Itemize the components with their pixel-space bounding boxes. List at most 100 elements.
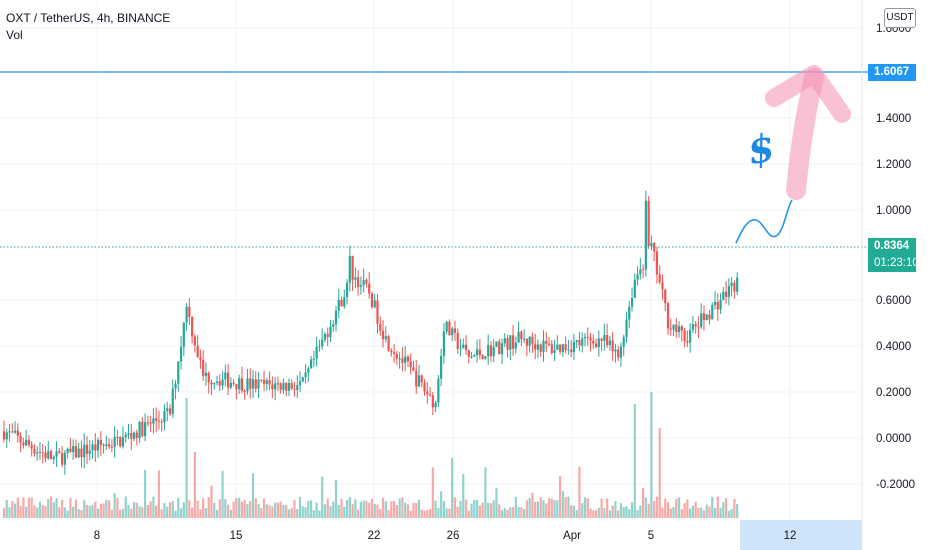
- volume-bar: [553, 500, 556, 518]
- candle-body: [163, 411, 166, 423]
- candle-body: [716, 301, 719, 310]
- volume-bar: [633, 404, 636, 518]
- candle-body: [445, 321, 448, 332]
- candle-body: [61, 453, 64, 465]
- candle-body: [96, 439, 100, 451]
- candle-body: [431, 395, 434, 408]
- volume-bar: [41, 505, 44, 518]
- candle-body: [188, 306, 191, 317]
- candle-body: [298, 381, 302, 386]
- candle-body: [503, 338, 506, 344]
- candle-body: [55, 451, 58, 457]
- candle-body: [509, 335, 512, 350]
- candle-body: [523, 338, 526, 340]
- candle-body: [705, 314, 708, 321]
- candle-body: [528, 336, 531, 346]
- volume-bar: [619, 503, 623, 518]
- candle-body: [44, 452, 47, 459]
- candle-body: [478, 349, 481, 356]
- candle-body: [390, 350, 393, 353]
- volume-indicator-label[interactable]: Vol: [6, 28, 23, 42]
- volume-bar: [47, 499, 50, 518]
- candle-body: [581, 338, 584, 346]
- volume-bar: [227, 504, 230, 518]
- candle-body: [80, 448, 83, 458]
- candle-body: [204, 372, 208, 376]
- volume-bar: [340, 498, 343, 518]
- time-axis: 8 15 22 26 Apr 5 12: [94, 530, 797, 542]
- candle-body: [434, 402, 437, 408]
- volume-bar: [628, 509, 631, 518]
- volume-bar: [630, 502, 634, 518]
- candle-body: [412, 367, 415, 371]
- volume-bar: [354, 499, 357, 518]
- volume-bar: [401, 497, 404, 518]
- candle-body: [182, 322, 185, 347]
- symbol-title[interactable]: OXT / TetherUS, 4h, BINANCE: [6, 11, 171, 25]
- candle-body: [614, 349, 617, 352]
- candle-body: [221, 379, 224, 386]
- volume-bar: [528, 498, 531, 518]
- candle-body: [498, 341, 501, 355]
- volume-bar: [94, 501, 97, 518]
- volume-bar: [672, 506, 675, 518]
- volume-bar: [318, 510, 321, 518]
- candle-body: [25, 439, 28, 446]
- candle-body: [5, 432, 8, 440]
- volume-bar: [398, 498, 401, 518]
- volume-bar: [61, 500, 64, 518]
- candle-body: [633, 279, 636, 298]
- candle-body: [332, 324, 335, 327]
- candle-body: [594, 343, 598, 348]
- volume-bar: [492, 500, 495, 518]
- volume-bar: [381, 497, 385, 518]
- volume-bar: [700, 507, 703, 518]
- volume-bar: [423, 510, 426, 518]
- volume-bar: [393, 500, 396, 518]
- candle-body: [666, 303, 670, 329]
- candle-body: [174, 383, 177, 389]
- volume-bar: [373, 503, 376, 518]
- volume-bar: [144, 469, 147, 518]
- volume-bar: [251, 473, 255, 518]
- volume-bar: [240, 501, 244, 518]
- volume-bar: [246, 504, 249, 518]
- candle-body: [88, 450, 91, 454]
- volume-bar: [727, 510, 730, 518]
- candle-body: [102, 444, 105, 446]
- volume-bar: [572, 505, 576, 518]
- volume-bar: [58, 507, 61, 518]
- candle-body: [691, 324, 694, 330]
- currency-badge[interactable]: USDT: [884, 8, 916, 28]
- x-tick-label: 22: [368, 530, 381, 542]
- candle-body: [296, 385, 299, 391]
- volume-bar: [5, 499, 8, 518]
- volume-bar: [520, 507, 523, 518]
- volume-bar: [550, 498, 553, 518]
- volume-bar: [80, 510, 83, 518]
- candle-body: [47, 451, 50, 459]
- volume-bar: [332, 501, 335, 518]
- volume-bar: [77, 509, 80, 518]
- candle-body: [517, 331, 520, 343]
- candle-body: [395, 353, 398, 359]
- candle-body: [171, 388, 174, 414]
- volume-bar: [232, 501, 235, 518]
- y-tick-label: 1.0000: [876, 205, 911, 217]
- candle-body: [370, 293, 374, 308]
- volume-bar: [578, 466, 581, 518]
- candle-body: [243, 391, 246, 393]
- candle-body: [8, 431, 11, 433]
- volume-bar: [130, 508, 133, 518]
- volume-bar: [179, 508, 183, 518]
- candle-body: [196, 345, 199, 358]
- candle-body: [260, 379, 263, 381]
- target-price-label: 1.6067: [868, 64, 916, 81]
- volume-bar: [617, 510, 620, 518]
- candle-body: [689, 329, 692, 343]
- volume-bar: [387, 509, 390, 518]
- candle-body: [481, 355, 484, 360]
- volume-bar: [428, 509, 432, 518]
- candle-body: [146, 422, 149, 424]
